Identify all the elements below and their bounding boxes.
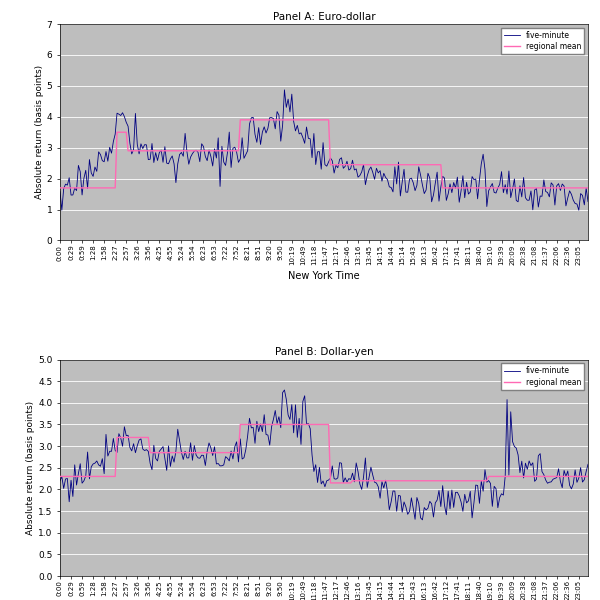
five-minute bbox=[524, 197, 531, 204]
regional mean bbox=[236, 116, 244, 124]
regional mean bbox=[325, 116, 332, 124]
regional mean bbox=[325, 421, 332, 428]
five-minute bbox=[502, 181, 509, 188]
regional mean bbox=[584, 184, 592, 191]
five-minute bbox=[540, 176, 547, 184]
regional mean bbox=[103, 473, 110, 480]
regional mean bbox=[56, 473, 64, 480]
regional mean bbox=[327, 479, 334, 487]
five-minute bbox=[584, 198, 592, 205]
five-minute bbox=[325, 158, 332, 166]
regional mean bbox=[540, 184, 547, 191]
five-minute bbox=[103, 431, 110, 438]
Line: regional mean: regional mean bbox=[60, 120, 588, 188]
five-minute bbox=[511, 175, 518, 182]
regional mean bbox=[511, 184, 518, 191]
regional mean bbox=[502, 184, 509, 191]
regional mean bbox=[103, 184, 110, 191]
Title: Panel B: Dollar-yen: Panel B: Dollar-yen bbox=[275, 347, 373, 358]
Y-axis label: Absolute return (basis points): Absolute return (basis points) bbox=[35, 65, 44, 199]
five-minute bbox=[542, 476, 549, 484]
X-axis label: New York Time: New York Time bbox=[288, 271, 360, 281]
regional mean bbox=[503, 473, 511, 480]
five-minute bbox=[103, 148, 110, 155]
Legend: five-minute, regional mean: five-minute, regional mean bbox=[502, 364, 584, 390]
regional mean bbox=[512, 473, 520, 480]
Legend: five-minute, regional mean: five-minute, regional mean bbox=[502, 28, 584, 54]
regional mean bbox=[524, 184, 531, 191]
five-minute bbox=[281, 386, 288, 394]
five-minute bbox=[526, 457, 533, 464]
Y-axis label: Absolute return (basis points): Absolute return (basis points) bbox=[26, 401, 35, 535]
regional mean bbox=[526, 473, 533, 480]
regional mean bbox=[542, 473, 549, 480]
five-minute bbox=[584, 461, 592, 468]
five-minute bbox=[419, 516, 426, 523]
Line: five-minute: five-minute bbox=[60, 90, 588, 210]
five-minute bbox=[512, 445, 520, 452]
regional mean bbox=[236, 421, 244, 428]
five-minute bbox=[325, 476, 332, 484]
five-minute bbox=[56, 477, 64, 484]
Title: Panel A: Euro-dollar: Panel A: Euro-dollar bbox=[272, 12, 376, 22]
Line: five-minute: five-minute bbox=[60, 390, 588, 520]
Line: regional mean: regional mean bbox=[60, 424, 588, 483]
regional mean bbox=[56, 184, 64, 191]
five-minute bbox=[56, 188, 64, 195]
five-minute bbox=[281, 86, 288, 94]
five-minute bbox=[503, 396, 511, 403]
five-minute bbox=[575, 206, 583, 214]
regional mean bbox=[584, 473, 592, 480]
